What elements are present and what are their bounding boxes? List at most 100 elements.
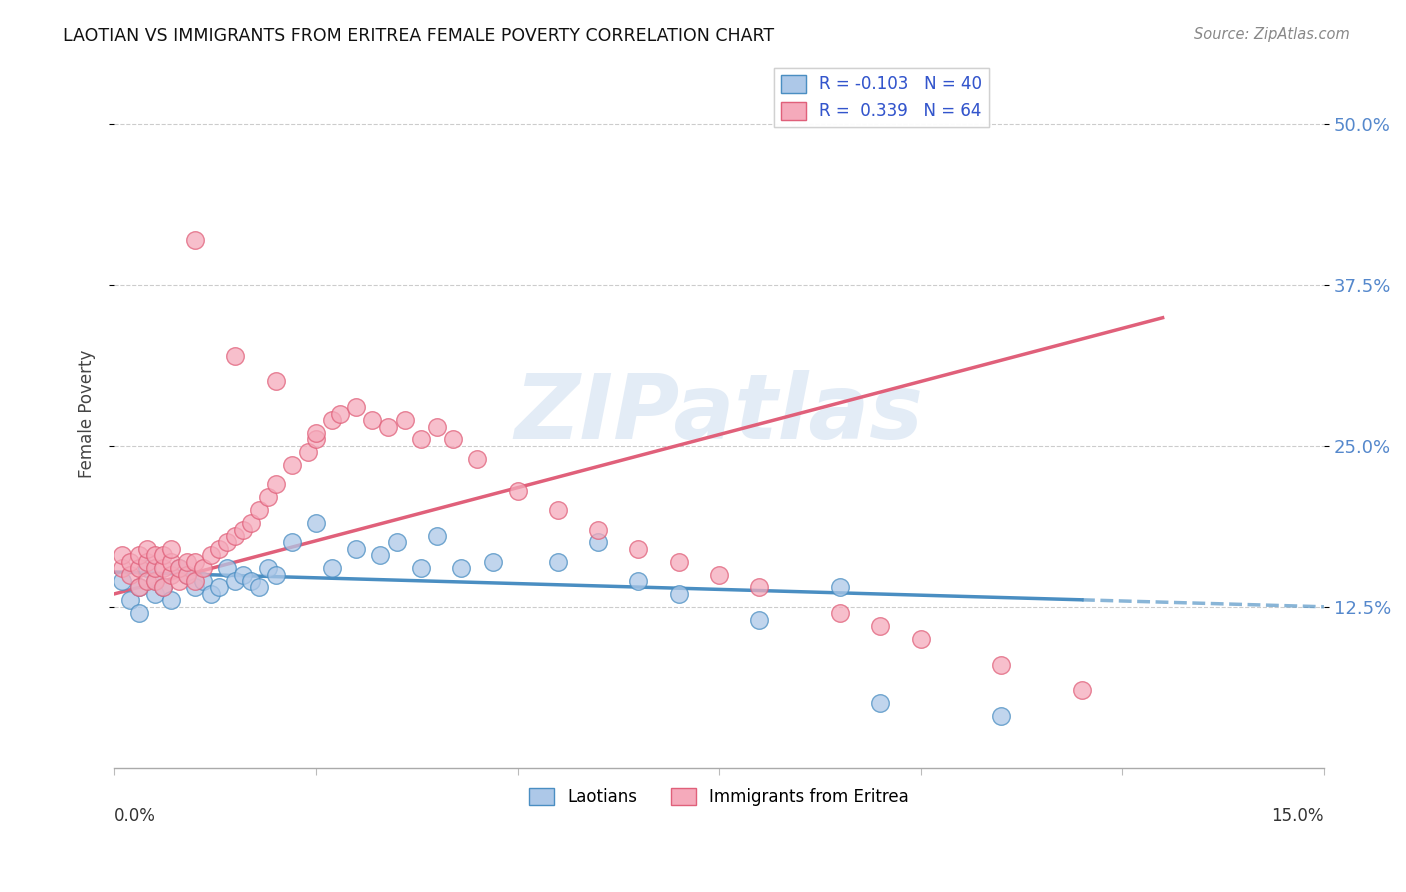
Point — [506, 483, 529, 498]
Point — [264, 567, 287, 582]
Point — [409, 433, 432, 447]
Legend: R = -0.103   N = 40, R =  0.339   N = 64: R = -0.103 N = 40, R = 0.339 N = 64 — [775, 68, 988, 127]
Point — [128, 549, 150, 563]
Point — [120, 567, 142, 582]
Point — [385, 535, 408, 549]
Point — [748, 613, 770, 627]
Point — [426, 529, 449, 543]
Point — [240, 574, 263, 588]
Text: ZIPatlas: ZIPatlas — [515, 369, 924, 458]
Point — [297, 445, 319, 459]
Point — [176, 567, 198, 582]
Point — [828, 581, 851, 595]
Point — [361, 413, 384, 427]
Text: Source: ZipAtlas.com: Source: ZipAtlas.com — [1194, 27, 1350, 42]
Point — [482, 555, 505, 569]
Point — [990, 657, 1012, 672]
Point — [344, 401, 367, 415]
Point — [586, 535, 609, 549]
Point — [152, 581, 174, 595]
Point — [668, 555, 690, 569]
Point — [128, 581, 150, 595]
Point — [128, 561, 150, 575]
Point — [135, 555, 157, 569]
Point — [176, 555, 198, 569]
Point — [217, 535, 239, 549]
Point — [305, 516, 328, 530]
Point — [990, 709, 1012, 723]
Point — [111, 549, 134, 563]
Point — [547, 503, 569, 517]
Text: 15.0%: 15.0% — [1271, 806, 1324, 824]
Text: 0.0%: 0.0% — [114, 806, 156, 824]
Point — [264, 375, 287, 389]
Point — [344, 541, 367, 556]
Point — [143, 561, 166, 575]
Point — [135, 541, 157, 556]
Point — [143, 587, 166, 601]
Point — [377, 419, 399, 434]
Point — [152, 549, 174, 563]
Point — [152, 581, 174, 595]
Point — [627, 574, 650, 588]
Point — [828, 606, 851, 620]
Point — [111, 561, 134, 575]
Y-axis label: Female Poverty: Female Poverty — [79, 350, 96, 478]
Point — [232, 567, 254, 582]
Point — [167, 574, 190, 588]
Point — [748, 581, 770, 595]
Point — [111, 574, 134, 588]
Point — [159, 593, 181, 607]
Point — [547, 555, 569, 569]
Point — [232, 523, 254, 537]
Point — [217, 561, 239, 575]
Point — [321, 561, 343, 575]
Point — [191, 574, 214, 588]
Point — [176, 567, 198, 582]
Point — [159, 567, 181, 582]
Point — [256, 561, 278, 575]
Point — [305, 433, 328, 447]
Point — [441, 433, 464, 447]
Point — [249, 581, 271, 595]
Point — [668, 587, 690, 601]
Point — [143, 549, 166, 563]
Point — [256, 491, 278, 505]
Point — [394, 413, 416, 427]
Point — [200, 587, 222, 601]
Point — [167, 561, 190, 575]
Point — [128, 606, 150, 620]
Point — [208, 581, 231, 595]
Point — [329, 407, 352, 421]
Point — [465, 451, 488, 466]
Point — [869, 619, 891, 633]
Point — [167, 561, 190, 575]
Point — [426, 419, 449, 434]
Point — [135, 574, 157, 588]
Point — [224, 529, 246, 543]
Point — [152, 561, 174, 575]
Point — [143, 574, 166, 588]
Point — [321, 413, 343, 427]
Point — [586, 523, 609, 537]
Point — [1071, 683, 1094, 698]
Point — [191, 561, 214, 575]
Point — [120, 593, 142, 607]
Point — [409, 561, 432, 575]
Point — [627, 541, 650, 556]
Point — [200, 549, 222, 563]
Point — [184, 555, 207, 569]
Point — [159, 555, 181, 569]
Point — [249, 503, 271, 517]
Point — [910, 632, 932, 646]
Point — [135, 561, 157, 575]
Point — [869, 696, 891, 710]
Point — [184, 581, 207, 595]
Point — [128, 581, 150, 595]
Point — [370, 549, 392, 563]
Point — [264, 477, 287, 491]
Point — [184, 574, 207, 588]
Point — [120, 555, 142, 569]
Point — [143, 574, 166, 588]
Point — [450, 561, 472, 575]
